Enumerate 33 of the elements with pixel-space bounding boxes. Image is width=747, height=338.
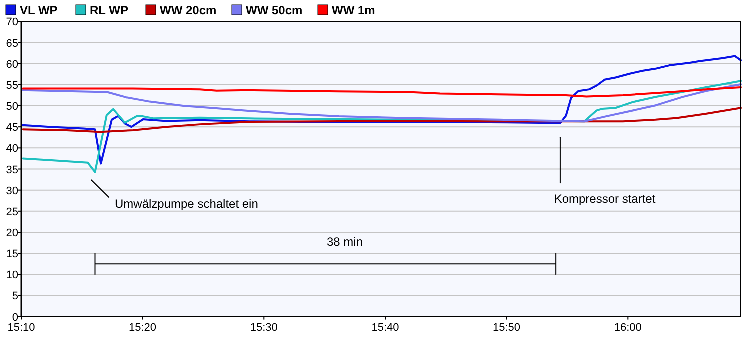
annotation: Umwälzpumpe schaltet ein xyxy=(115,197,258,211)
x-tick-label: 15:10 xyxy=(8,322,36,334)
y-tick-label: 60 xyxy=(6,58,18,71)
legend-label: VL WP xyxy=(20,4,58,18)
legend-label: WW 50cm xyxy=(246,4,303,18)
legend-label: WW 20cm xyxy=(160,4,217,18)
y-tick-label: 50 xyxy=(6,101,18,114)
x-tick-label: 15:50 xyxy=(493,322,521,334)
x-tick-label: 15:30 xyxy=(250,322,278,334)
y-tick-label: 25 xyxy=(6,206,18,218)
y-tick-label: 30 xyxy=(6,185,18,198)
y-tick-label: 55 xyxy=(6,80,18,92)
y-tick-label: 20 xyxy=(6,227,18,240)
annotation: 38 min xyxy=(326,235,364,249)
line-series xyxy=(22,86,742,98)
line-series xyxy=(22,84,742,123)
y-tick-label: 40 xyxy=(6,143,18,156)
y-tick-label: 65 xyxy=(6,38,18,50)
x-tick-label: 15:40 xyxy=(372,322,400,334)
annotation: Kompressor startet xyxy=(554,192,656,206)
y-tick-label: 35 xyxy=(6,164,18,176)
x-tick-label: 15:20 xyxy=(129,322,157,334)
line-series xyxy=(22,107,742,134)
legend-label: WW 1m xyxy=(332,4,376,18)
y-tick-label: 0 xyxy=(12,312,18,324)
y-tick-label: 10 xyxy=(6,270,18,282)
y-tick-label: 45 xyxy=(6,122,18,134)
y-tick-label: 15 xyxy=(6,248,18,261)
line-series xyxy=(22,55,742,165)
y-tick-label: 70 xyxy=(6,16,18,29)
legend-label: RL WP xyxy=(90,4,128,18)
y-tick-label: 5 xyxy=(12,290,18,303)
x-tick-label: 16:00 xyxy=(614,322,642,334)
